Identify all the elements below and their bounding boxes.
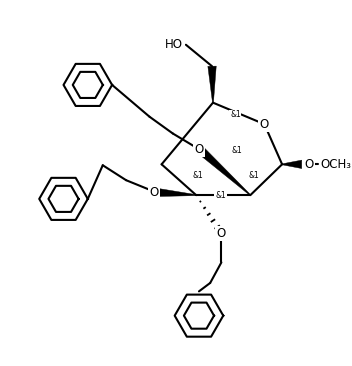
Text: O: O [304, 158, 314, 171]
Polygon shape [198, 147, 251, 195]
Polygon shape [208, 66, 216, 103]
Text: OCH₃: OCH₃ [320, 158, 351, 171]
Polygon shape [156, 188, 196, 197]
Text: O: O [217, 227, 226, 240]
Text: &1: &1 [230, 110, 241, 119]
Text: &1: &1 [193, 171, 203, 180]
Polygon shape [282, 160, 302, 168]
Text: &1: &1 [249, 171, 259, 180]
Text: O: O [194, 143, 203, 156]
Text: O: O [150, 186, 159, 199]
Text: HO: HO [165, 38, 183, 51]
Text: &1: &1 [232, 146, 243, 155]
Text: &1: &1 [215, 191, 226, 199]
Text: O: O [260, 117, 269, 131]
